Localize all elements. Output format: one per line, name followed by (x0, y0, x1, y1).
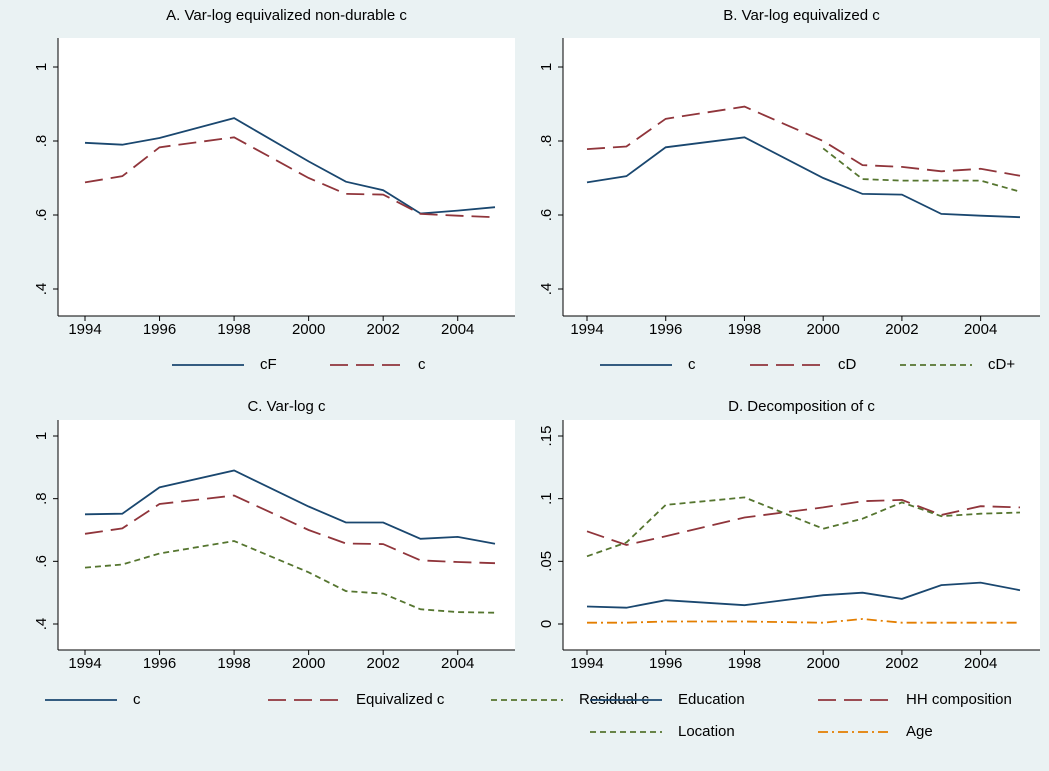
series-line (84, 136, 496, 219)
y-tick-label: 1 (33, 63, 50, 71)
x-tick-label: 1996 (649, 321, 682, 338)
legend-label: c (688, 356, 696, 373)
y-tick-label: .4 (33, 283, 50, 296)
x-tick-label: 2004 (441, 655, 474, 672)
x-tick-label: 1994 (570, 321, 603, 338)
panel-title: A. Var-log equivalized non-durable c (166, 7, 407, 24)
y-tick-label: .4 (538, 283, 555, 296)
y-tick-label: .1 (538, 492, 555, 505)
y-tick-label: 0 (538, 620, 555, 628)
series-line (586, 496, 1021, 558)
x-tick-label: 2002 (366, 321, 399, 338)
x-tick-label: 2000 (806, 655, 839, 672)
x-tick-label: 1994 (68, 321, 101, 338)
x-tick-label: 1994 (68, 655, 101, 672)
series-line (586, 105, 1021, 177)
series-line (84, 540, 496, 614)
x-tick-label: 2000 (292, 321, 325, 338)
legend-label: cD (838, 356, 857, 373)
series-line (822, 147, 1021, 193)
legend-label: Age (906, 723, 933, 740)
x-tick-label: 2002 (885, 655, 918, 672)
series-line (586, 581, 1021, 609)
x-tick-label: 2000 (292, 655, 325, 672)
y-tick-label: .6 (538, 209, 555, 222)
series-line (586, 498, 1021, 546)
legend-label: c (418, 356, 426, 373)
y-tick-label: .6 (33, 209, 50, 222)
x-tick-label: 2002 (366, 655, 399, 672)
plot-area (563, 38, 1040, 316)
x-tick-label: 1998 (728, 321, 761, 338)
panel-title: B. Var-log equivalized c (723, 7, 880, 24)
y-tick-label: 1 (538, 63, 555, 71)
x-tick-label: 1998 (728, 655, 761, 672)
legend-label: Location (678, 723, 735, 740)
legend-label: Education (678, 691, 745, 708)
x-tick-label: 1998 (217, 655, 250, 672)
series-line (587, 618, 1020, 624)
y-tick-label: .15 (538, 426, 555, 447)
series-line (84, 494, 496, 565)
x-tick-label: 1994 (570, 655, 603, 672)
x-tick-label: 2004 (441, 321, 474, 338)
y-tick-label: 1 (33, 432, 50, 440)
x-tick-label: 1996 (143, 321, 176, 338)
legend-label: HH composition (906, 691, 1012, 708)
x-tick-label: 2004 (964, 655, 997, 672)
x-tick-label: 2002 (885, 321, 918, 338)
panel-title: D. Decomposition of c (728, 398, 875, 415)
panel-title: C. Var-log c (247, 398, 326, 415)
plot-area (563, 420, 1040, 650)
x-tick-label: 1996 (649, 655, 682, 672)
y-tick-label: .8 (538, 135, 555, 148)
y-tick-label: .8 (33, 135, 50, 148)
plot-area (58, 38, 515, 316)
legend-label: c (133, 691, 141, 708)
x-tick-label: 1996 (143, 655, 176, 672)
legend-label: cD+ (988, 356, 1015, 373)
x-tick-label: 2004 (964, 321, 997, 338)
x-tick-label: 2000 (806, 321, 839, 338)
y-tick-label: .6 (33, 555, 50, 568)
y-tick-label: .05 (538, 551, 555, 572)
series-line (84, 117, 496, 215)
legend-label: Equivalized c (356, 691, 445, 708)
y-tick-label: .4 (33, 618, 50, 631)
legend-label: cF (260, 356, 277, 373)
plot-area (58, 420, 515, 650)
series-line (84, 469, 496, 545)
y-tick-label: .8 (33, 492, 50, 505)
series-line (586, 136, 1021, 219)
x-tick-label: 1998 (217, 321, 250, 338)
